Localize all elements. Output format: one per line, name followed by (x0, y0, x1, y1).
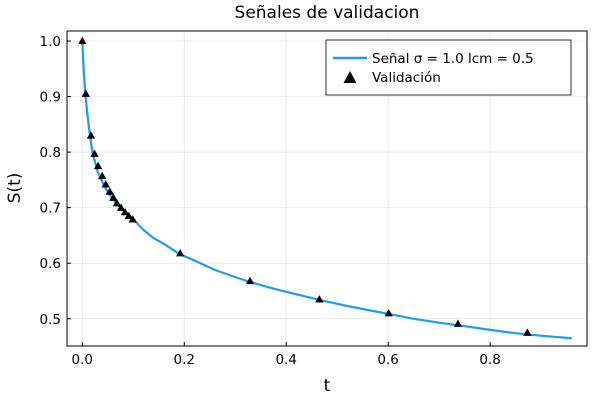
legend-box (325, 39, 572, 96)
validation-point (523, 328, 532, 336)
legend-entry-validation: Validación (372, 70, 441, 86)
validation-point (384, 309, 393, 317)
validation-point (90, 149, 99, 157)
y-axis-ticks: 0.5 0.6 0.7 0.8 0.9 1.0 (40, 34, 71, 328)
validation-point (116, 203, 126, 211)
legend-triangle-marker (343, 71, 357, 83)
validation-point (86, 131, 96, 139)
legend: Señal σ = 1.0 lcm = 0.5 Validación (325, 39, 572, 96)
x-tick-label: 0.0 (72, 352, 93, 368)
grid (67, 31, 587, 346)
x-tick-label: 0.2 (174, 352, 195, 368)
validation-point (124, 211, 133, 220)
validation-point (128, 215, 137, 223)
x-axis-ticks: 0.0 0.2 0.4 0.6 0.8 (72, 342, 501, 368)
y-tick-label: 0.9 (40, 90, 61, 106)
y-tick-label: 1.0 (40, 34, 61, 50)
validation-point (175, 249, 185, 257)
validation-point (120, 207, 130, 216)
chart-title: Señales de validacion (235, 3, 420, 23)
legend-entry-signal: Señal σ = 1.0 lcm = 0.5 (372, 51, 534, 67)
validation-point (101, 180, 110, 188)
validation-point (93, 161, 103, 170)
y-tick-label: 0.7 (40, 201, 61, 217)
x-tick-label: 0.6 (377, 352, 398, 368)
y-tick-label: 0.5 (40, 312, 61, 328)
validation-point (81, 89, 91, 97)
plot-frame (66, 30, 588, 347)
validation-point (112, 199, 122, 207)
validation-point (97, 171, 107, 180)
x-tick-label: 0.4 (275, 352, 296, 368)
x-tick-label: 0.8 (479, 352, 500, 368)
validation-point (105, 187, 115, 195)
y-tick-label: 0.6 (40, 256, 61, 272)
y-tick-label: 0.8 (40, 145, 61, 161)
validation-point (315, 295, 324, 303)
validation-point (109, 193, 118, 201)
validation-point (78, 36, 87, 45)
plot-area (78, 36, 572, 340)
validation-point (245, 276, 255, 285)
y-axis-label: S(t) (5, 173, 25, 204)
x-axis-label: t (324, 376, 331, 396)
validation-point (453, 319, 463, 327)
